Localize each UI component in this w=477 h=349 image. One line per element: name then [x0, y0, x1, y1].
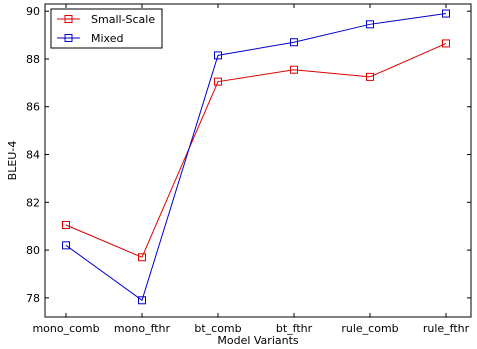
x-axis-label: Model Variants [217, 334, 299, 347]
y-tick-label: 88 [26, 53, 40, 66]
data-point-marker [62, 221, 70, 230]
y-tick-label: 80 [26, 244, 40, 257]
legend-marker [64, 15, 73, 23]
y-tick-label: 82 [26, 196, 40, 209]
data-point-marker [290, 65, 298, 74]
x-tick-label: rule_fthr [423, 322, 470, 335]
y-tick-label: 84 [26, 149, 40, 162]
y-axis-label: BLEU-4 [6, 141, 19, 181]
x-tick-label: mono_fthr [114, 322, 171, 335]
y-tick-label: 78 [26, 292, 40, 305]
data-point-marker [366, 72, 374, 81]
data-point-marker [290, 38, 298, 47]
x-axis: mono_comb mono_fthr bt_comb bt_fthr rule_com… [32, 4, 470, 335]
x-tick-label: bt_comb [194, 322, 241, 335]
series-layer [62, 9, 450, 305]
y-tick-label: 86 [26, 101, 40, 114]
data-point-marker [214, 51, 222, 60]
data-point-marker [366, 20, 374, 29]
legend-label: Mixed [91, 32, 123, 45]
data-point-marker [138, 253, 146, 262]
data-point-marker [214, 77, 222, 86]
legend-marker [64, 34, 73, 42]
plot-area [44, 3, 472, 318]
x-tick-label: rule_comb [341, 322, 398, 335]
x-tick-label: mono_comb [32, 322, 99, 335]
legend: Small-Scale Mixed [50, 8, 163, 49]
legend-label: Small-Scale [91, 13, 155, 26]
series-line-0 [65, 42, 447, 258]
x-tick-label: bt_fthr [276, 322, 313, 335]
series-line-1 [65, 13, 447, 302]
y-tick-label: 90 [26, 5, 40, 18]
y-axis: 78 80 82 84 86 88 90 [26, 5, 471, 305]
data-point-marker [138, 296, 146, 305]
data-point-marker [442, 9, 450, 18]
data-point-marker [62, 241, 70, 250]
data-point-marker [442, 39, 450, 48]
